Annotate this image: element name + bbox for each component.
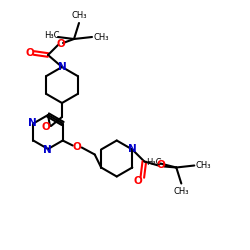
Text: O: O: [56, 39, 66, 49]
Text: O: O: [72, 142, 81, 152]
Text: N: N: [58, 62, 66, 72]
Text: CH₃: CH₃: [93, 32, 109, 42]
Text: O: O: [134, 176, 143, 186]
Text: N: N: [42, 145, 51, 155]
Text: H₃C: H₃C: [44, 32, 60, 40]
Text: H₃C: H₃C: [146, 158, 162, 167]
Text: O: O: [42, 122, 50, 132]
Text: O: O: [26, 48, 34, 58]
Text: O: O: [157, 160, 166, 170]
Text: N: N: [28, 118, 37, 128]
Text: N: N: [128, 144, 137, 154]
Text: CH₃: CH₃: [174, 187, 189, 196]
Text: CH₃: CH₃: [196, 161, 211, 170]
Text: CH₃: CH₃: [71, 10, 87, 20]
